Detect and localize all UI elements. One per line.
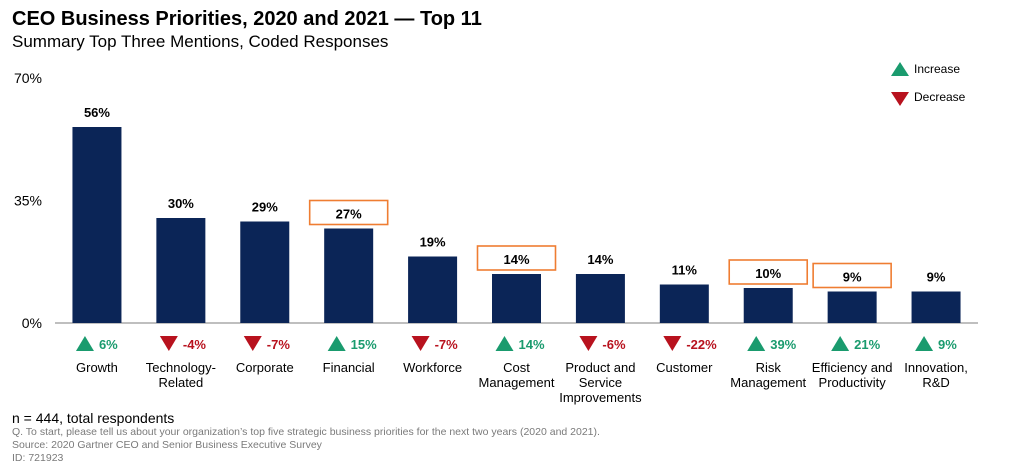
increase-arrow-icon: [327, 336, 346, 351]
highlight-box: [812, 262, 892, 289]
bar-value-label: 56%: [84, 105, 110, 120]
category-label-line: Efficiency and: [812, 360, 893, 375]
change-label: 6%: [99, 337, 118, 352]
bar: [240, 221, 290, 323]
category-label-line: Improvements: [559, 390, 642, 405]
change-label: -4%: [183, 337, 207, 352]
change-label: -7%: [267, 337, 291, 352]
survey-question: Q. To start, please tell us about your o…: [12, 426, 600, 438]
change-label: -7%: [435, 337, 459, 352]
bar-value-label: 27%: [336, 207, 362, 222]
category-label-line: Innovation,: [904, 360, 968, 375]
category-label-line: Growth: [76, 360, 118, 375]
change-label: -6%: [602, 337, 626, 352]
decrease-arrow-icon: [159, 336, 178, 351]
category-label: Growth: [76, 360, 118, 375]
sample-size: n = 444, total respondents: [12, 410, 175, 426]
increase-arrow-icon: [495, 336, 514, 351]
bar-value-label: 9%: [927, 270, 946, 285]
legend-decrease-label: Decrease: [914, 90, 966, 104]
bar-value-label: 14%: [587, 252, 613, 267]
bar-value-label: 10%: [755, 266, 781, 281]
category-label: Customer: [656, 360, 713, 375]
increase-arrow-icon: [915, 336, 934, 351]
category-label-line: Product and: [565, 360, 635, 375]
increase-arrow-icon: [75, 336, 94, 351]
category-label-line: R&D: [922, 375, 949, 390]
bar: [408, 256, 458, 323]
category-label-line: Risk: [756, 360, 782, 375]
category-label-line: Management: [479, 375, 555, 390]
bar-value-label: 29%: [252, 200, 278, 215]
category-label-line: Workforce: [403, 360, 462, 375]
bar-value-label: 14%: [503, 252, 529, 267]
source-note: Source: 2020 Gartner CEO and Senior Busi…: [12, 439, 322, 451]
category-label-line: Service: [579, 375, 622, 390]
bar-value-label: 9%: [843, 270, 862, 285]
category-label-line: Related: [158, 375, 203, 390]
chart-subtitle: Summary Top Three Mentions, Coded Respon…: [12, 32, 389, 51]
change-label: 21%: [854, 337, 880, 352]
category-label-line: Financial: [323, 360, 375, 375]
category-label-line: Productivity: [819, 375, 887, 390]
category-label: Workforce: [403, 360, 462, 375]
category-label: Cost Management: [479, 360, 555, 390]
y-tick-label: 35%: [14, 193, 42, 209]
legend-decrease-icon: [891, 92, 909, 106]
change-label: 39%: [770, 337, 796, 352]
increase-arrow-icon: [747, 336, 766, 351]
legend: Increase Decrease: [891, 62, 966, 106]
category-label-line: Corporate: [236, 360, 294, 375]
bar: [911, 291, 961, 323]
bar: [659, 284, 709, 323]
decrease-arrow-icon: [663, 336, 682, 351]
bar-value-label: 19%: [420, 235, 446, 250]
change-label: 14%: [519, 337, 545, 352]
y-tick-label: 0%: [22, 315, 42, 331]
category-label-line: Cost: [503, 360, 530, 375]
decrease-arrow-icon: [243, 336, 262, 351]
bar-value-label: 30%: [168, 196, 194, 211]
category-label: Product and Service Improvements: [559, 360, 642, 405]
bar: [827, 291, 877, 323]
category-label-line: Customer: [656, 360, 713, 375]
bar: [156, 218, 206, 323]
bars: 56% 6% Growth 30% -4% Technology-Related 29% -7…: [72, 105, 968, 405]
category-label: Risk Management: [730, 360, 806, 390]
footer: n = 444, total respondents Q. To start, …: [12, 410, 600, 465]
category-label: Technology-Related: [146, 360, 216, 390]
highlight-box: [476, 245, 557, 271]
bar: [324, 228, 374, 323]
bar: [743, 288, 793, 323]
highlight-box: [308, 199, 389, 226]
category-label-line: Technology-: [146, 360, 216, 375]
category-label: Efficiency and Productivity: [812, 360, 893, 390]
decrease-arrow-icon: [579, 336, 598, 351]
decrease-arrow-icon: [411, 336, 430, 351]
bar: [492, 274, 541, 323]
increase-arrow-icon: [831, 336, 850, 351]
bar-value-label: 11%: [672, 263, 698, 278]
category-label: Financial: [323, 360, 375, 375]
chart-id: ID: 721923: [12, 452, 64, 464]
legend-increase-label: Increase: [914, 62, 960, 76]
change-label: 9%: [938, 337, 957, 352]
category-label: Innovation, R&D: [904, 360, 968, 390]
chart-title: CEO Business Priorities, 2020 and 2021 —…: [12, 8, 482, 30]
highlight-box: [728, 259, 809, 285]
category-label: Corporate: [236, 360, 294, 375]
bar: [72, 127, 122, 323]
legend-increase-icon: [891, 62, 909, 76]
change-label: -22%: [686, 337, 717, 352]
bar: [575, 274, 625, 323]
category-label-line: Management: [730, 375, 806, 390]
change-label: 15%: [351, 337, 377, 352]
y-tick-label: 70%: [14, 70, 42, 86]
